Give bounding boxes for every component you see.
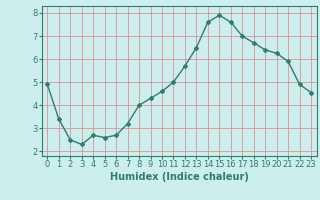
X-axis label: Humidex (Indice chaleur): Humidex (Indice chaleur) — [110, 172, 249, 182]
